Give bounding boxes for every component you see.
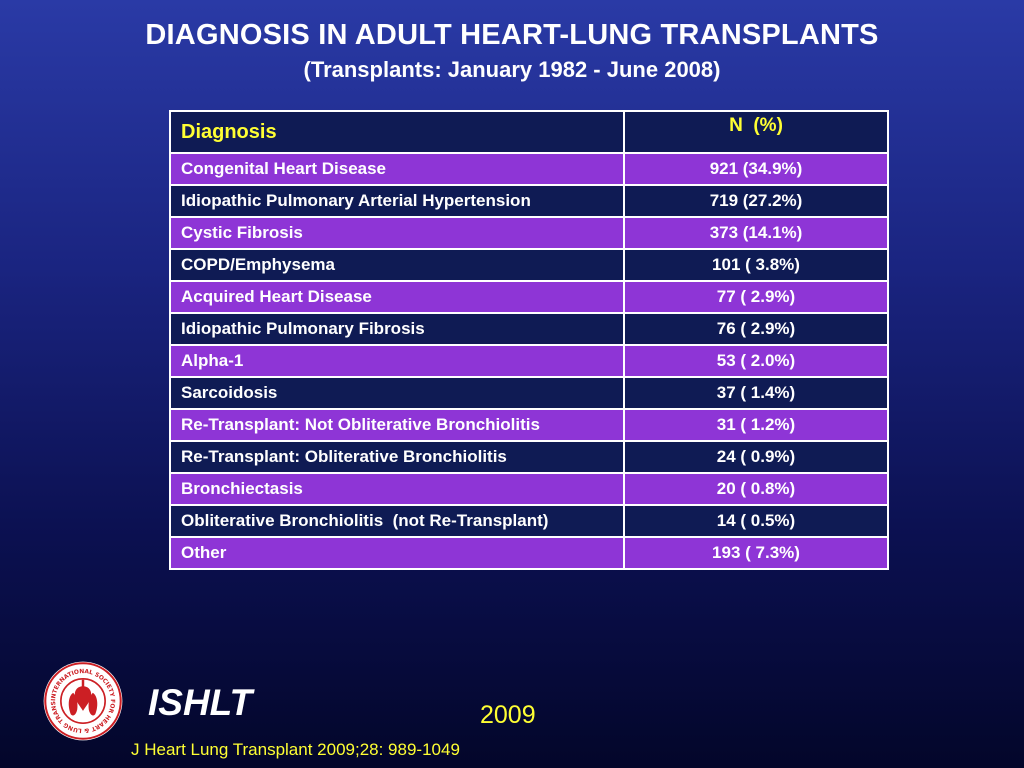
count-percent-cell: 37 ( 1.4%)	[623, 376, 889, 410]
footer-year: 2009	[480, 701, 536, 729]
table-header-row: Diagnosis N (%)	[169, 110, 889, 154]
diagnosis-cell: Acquired Heart Disease	[169, 280, 625, 314]
count-percent-cell: 76 ( 2.9%)	[623, 312, 889, 346]
count-percent-cell: 53 ( 2.0%)	[623, 344, 889, 378]
count-percent-cell: 14 ( 0.5%)	[623, 504, 889, 538]
table-row: Alpha-1 53 ( 2.0%)	[169, 344, 889, 378]
table-row: Acquired Heart Disease 77 ( 2.9%)	[169, 280, 889, 314]
table-row: Re-Transplant: Obliterative Bronchioliti…	[169, 440, 889, 474]
ishlt-brand: ISHLT	[148, 682, 253, 723]
diagnosis-cell: Re-Transplant: Obliterative Bronchioliti…	[169, 440, 625, 474]
count-percent-cell: 719 (27.2%)	[623, 184, 889, 218]
diagnosis-cell: Sarcoidosis	[169, 376, 625, 410]
ishlt-logo: INTERNATIONAL SOCIETY FOR HEART & LUNG T…	[42, 660, 123, 741]
diagnosis-cell: Other	[169, 536, 625, 570]
table-row: Re-Transplant: Not Obliterative Bronchio…	[169, 408, 889, 442]
diagnosis-cell: Re-Transplant: Not Obliterative Bronchio…	[169, 408, 625, 442]
diagnosis-cell: Bronchiectasis	[169, 472, 625, 506]
diagnosis-cell: Obliterative Bronchiolitis (not Re-Trans…	[169, 504, 625, 538]
count-percent-cell: 31 ( 1.2%)	[623, 408, 889, 442]
table-row: COPD/Emphysema 101 ( 3.8%)	[169, 248, 889, 282]
slide-title: DIAGNOSIS IN ADULT HEART-LUNG TRANSPLANT…	[145, 19, 879, 51]
count-percent-cell: 193 ( 7.3%)	[623, 536, 889, 570]
table-row: Idiopathic Pulmonary Fibrosis 76 ( 2.9%)	[169, 312, 889, 346]
diagnosis-cell: Cystic Fibrosis	[169, 216, 625, 250]
count-percent-cell: 77 ( 2.9%)	[623, 280, 889, 314]
diagnosis-cell: Idiopathic Pulmonary Arterial Hypertensi…	[169, 184, 625, 218]
diagnosis-cell: Congenital Heart Disease	[169, 152, 625, 186]
table-row: Bronchiectasis 20 ( 0.8%)	[169, 472, 889, 506]
table-row: Cystic Fibrosis 373 (14.1%)	[169, 216, 889, 250]
slide-subtitle: (Transplants: January 1982 - June 2008)	[303, 57, 721, 82]
count-percent-cell: 921 (34.9%)	[623, 152, 889, 186]
count-percent-cell: 373 (14.1%)	[623, 216, 889, 250]
table-row: Sarcoidosis 37 ( 1.4%)	[169, 376, 889, 410]
n-percent-column-header: N (%)	[623, 110, 889, 154]
diagnosis-cell: COPD/Emphysema	[169, 248, 625, 282]
table-row: Idiopathic Pulmonary Arterial Hypertensi…	[169, 184, 889, 218]
diagnosis-cell: Idiopathic Pulmonary Fibrosis	[169, 312, 625, 346]
count-percent-cell: 24 ( 0.9%)	[623, 440, 889, 474]
table-row: Obliterative Bronchiolitis (not Re-Trans…	[169, 504, 889, 538]
count-percent-cell: 20 ( 0.8%)	[623, 472, 889, 506]
journal-citation: J Heart Lung Transplant 2009;28: 989-104…	[131, 740, 460, 759]
diagnosis-table: Diagnosis N (%) Congenital Heart Disease…	[169, 110, 889, 570]
table-row: Congenital Heart Disease 921 (34.9%)	[169, 152, 889, 186]
heart-lung-icon	[68, 679, 98, 716]
table-row: Other 193 ( 7.3%)	[169, 536, 889, 570]
diagnosis-cell: Alpha-1	[169, 344, 625, 378]
count-percent-cell: 101 ( 3.8%)	[623, 248, 889, 282]
diagnosis-column-header: Diagnosis	[169, 110, 625, 154]
